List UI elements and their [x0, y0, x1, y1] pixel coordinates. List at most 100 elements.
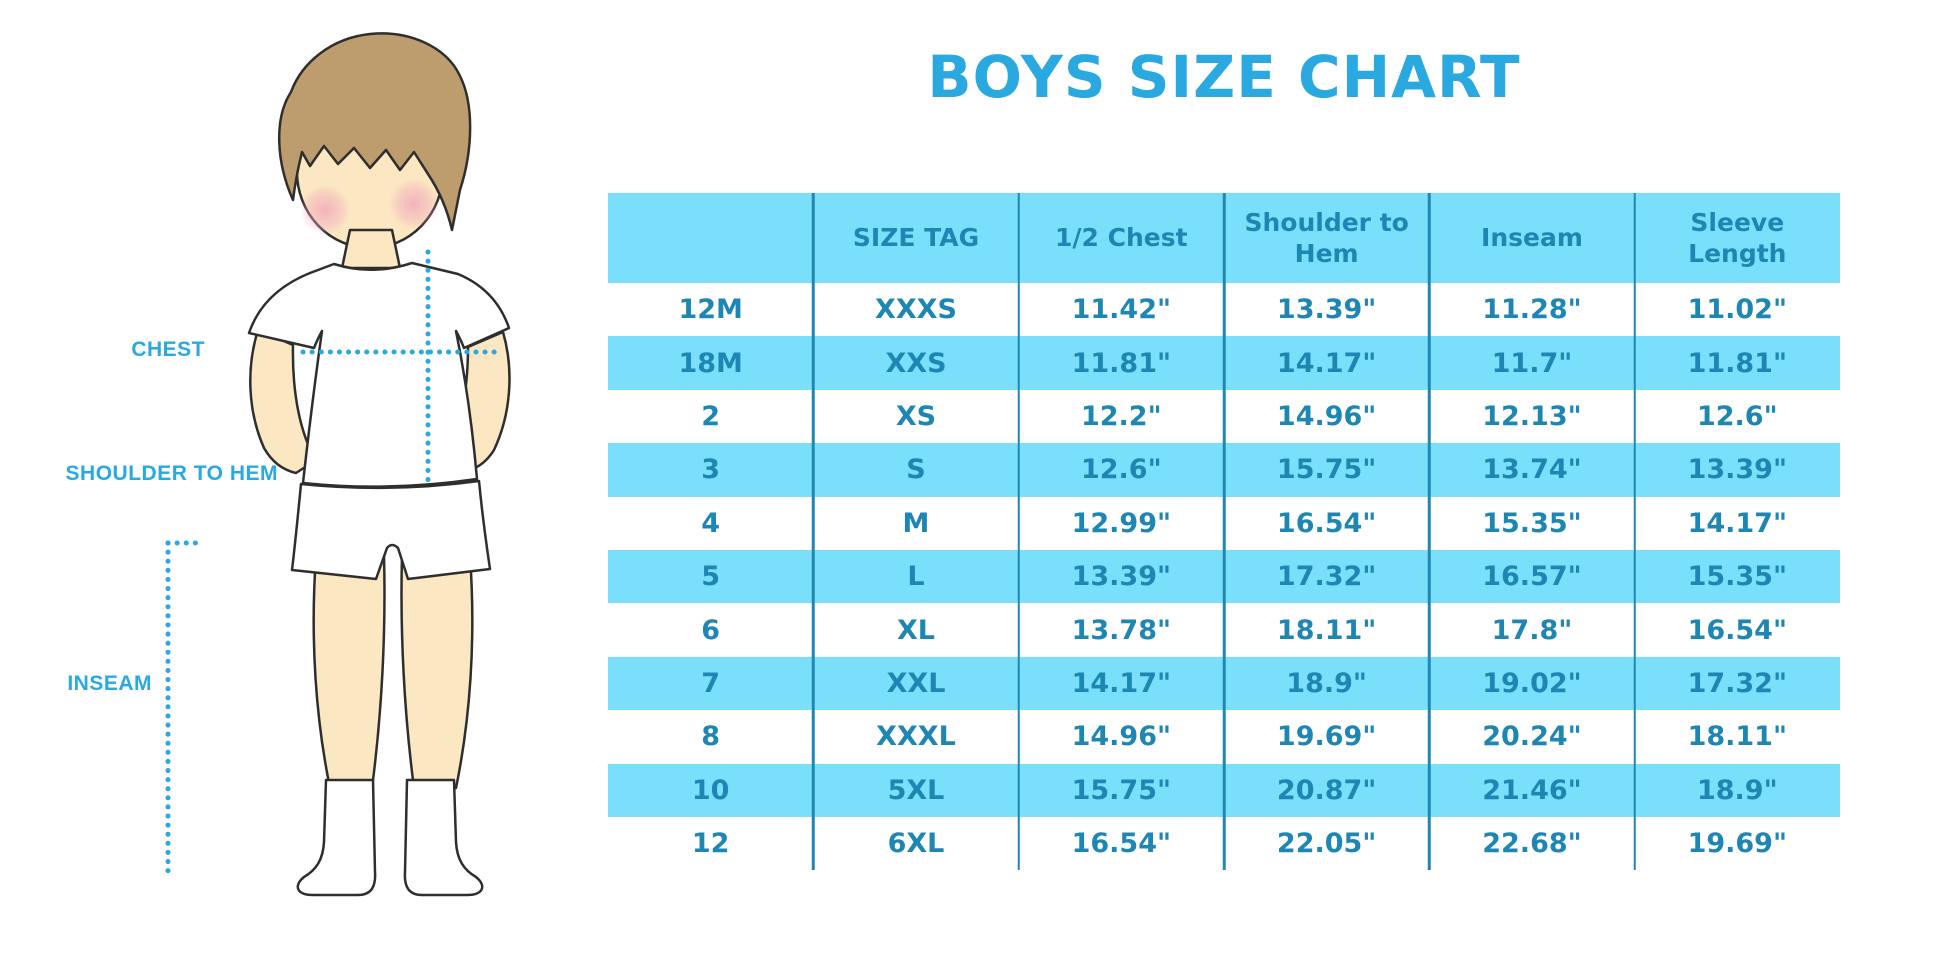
value-cell: 6XL [887, 828, 945, 860]
table-body: 12M XXXS 11.42" 13.39" 11.28" 11.02" 18M XXS 11.… [608, 283, 1840, 870]
header-cell: SIZE TAG [852, 223, 980, 253]
value-cell: 11.81" [1071, 347, 1172, 379]
size-cell: 4 [701, 507, 721, 539]
value-cell: XXXS [875, 294, 957, 326]
table-row: 10 5XL 15.75" 20.87" 21.46" 18.9" [608, 763, 1840, 817]
size-cell: 5 [701, 561, 721, 593]
left-leg [312, 554, 386, 790]
table-row: 8 XXXL 14.96" 19.69" 20.24" 18.11" [608, 710, 1840, 763]
size-cell: 10 [691, 774, 730, 806]
size-cell: 8 [701, 721, 721, 753]
value-cell: 12.13" [1482, 400, 1582, 432]
value-cell: 22.05" [1276, 828, 1377, 860]
value-cell: 15.75" [1071, 774, 1172, 806]
header-cell: 1/2 Chest [1055, 223, 1188, 253]
value-cell: XL [896, 614, 935, 646]
shoulder-to-hem-label: SHOULDER TO HEM [65, 462, 278, 485]
value-cell: 13.74" [1482, 454, 1582, 486]
value-cell: 13.39" [1687, 454, 1788, 486]
table-row: 7 XXL 14.17" 18.9" 19.02" 17.32" [608, 656, 1840, 711]
size-cell: 12M [678, 294, 743, 326]
left-sock [296, 778, 377, 897]
value-cell: 14.17" [1276, 347, 1377, 379]
value-cell: 11.81" [1687, 347, 1788, 379]
value-cell: 18.11" [1687, 721, 1788, 753]
size-cell: 12 [691, 828, 730, 860]
value-cell: 16.54" [1071, 828, 1172, 860]
value-cell: 11.28" [1482, 294, 1582, 326]
value-cell: 5XL [887, 774, 945, 806]
chest-label: CHEST [131, 338, 205, 361]
value-cell: 19.69" [1276, 721, 1377, 753]
value-cell: 15.35" [1687, 561, 1788, 593]
header-cell: Sleeve Length [1688, 207, 1787, 268]
inseam-label: INSEAM [67, 672, 152, 695]
value-cell: 17.32" [1276, 561, 1377, 593]
size-cell: 3 [701, 454, 721, 486]
table-row: 3 S 12.6" 15.75" 13.74" 13.39" [608, 443, 1840, 497]
table-row: 4 M 12.99" 16.54" 15.35" 14.17" [608, 497, 1840, 550]
value-cell: 18.9" [1286, 667, 1367, 699]
value-cell: 11.7" [1491, 347, 1573, 379]
header-cell: Inseam [1481, 223, 1583, 253]
table-header-row: SIZE TAG 1/2 Chest Shoulder to Hem Inseam Sl… [608, 193, 1840, 283]
value-cell: 13.39" [1276, 294, 1377, 326]
value-cell: XS [895, 400, 937, 432]
left-arm [249, 328, 318, 475]
value-cell: 18.11" [1276, 614, 1377, 646]
value-cell: 11.02" [1687, 294, 1788, 326]
right-cheek [389, 179, 439, 229]
table-row: 2 XS 12.2" 14.96" 12.13" 12.6" [608, 390, 1840, 443]
neck [340, 228, 402, 270]
value-cell: 22.68" [1482, 828, 1582, 860]
value-cell: 19.02" [1482, 667, 1582, 699]
value-cell: 12.6" [1696, 400, 1778, 432]
size-cell: 18M [678, 347, 743, 379]
left-cheek [300, 185, 350, 235]
value-cell: XXXL [876, 721, 956, 753]
header-cell-empty [608, 193, 813, 283]
value-cell: 17.32" [1687, 667, 1788, 699]
value-cell: 20.24" [1482, 721, 1582, 753]
value-cell: 14.17" [1687, 507, 1788, 539]
value-cell: S [906, 454, 926, 486]
table-row: 5 L 13.39" 17.32" 16.57" 15.35" [608, 549, 1840, 604]
shorts [290, 479, 492, 581]
value-cell: 16.54" [1276, 507, 1377, 539]
value-cell: 16.54" [1687, 614, 1788, 646]
table-row: 12M XXXS 11.42" 13.39" 11.28" 11.02" [608, 283, 1840, 336]
boy-illustration [165, 32, 511, 897]
value-cell: XXL [886, 667, 946, 699]
value-cell: 19.69" [1687, 828, 1788, 860]
value-cell: M [902, 507, 930, 539]
value-cell: XXS [885, 347, 947, 379]
table-row: 18M XXS 11.81" 14.17" 11.7" 11.81" [608, 336, 1840, 390]
right-sock [403, 778, 484, 897]
value-cell: 14.96" [1071, 721, 1172, 753]
value-cell: 20.87" [1276, 774, 1377, 806]
value-cell: 18.9" [1696, 774, 1778, 806]
table-row: 12 6XL 16.54" 22.05" 22.68" 19.69" [608, 817, 1840, 870]
hair [277, 32, 472, 232]
value-cell: 15.35" [1482, 507, 1582, 539]
size-cell: 2 [701, 400, 721, 432]
size-cell: 7 [701, 667, 721, 699]
value-cell: 21.46" [1482, 774, 1582, 806]
page-title: BOYS SIZE CHART [927, 43, 1521, 111]
t-shirt [247, 261, 511, 488]
header-cell: Shoulder to Hem [1244, 207, 1409, 268]
value-cell: 12.2" [1080, 400, 1162, 432]
value-cell: 13.78" [1071, 614, 1172, 646]
value-cell: 12.99" [1071, 507, 1172, 539]
size-cell: 6 [701, 614, 721, 646]
size-table: SIZE TAG 1/2 Chest Shoulder to Hem Inseam Sl… [608, 193, 1840, 871]
right-leg [400, 554, 474, 790]
value-cell: 12.6" [1080, 454, 1162, 486]
value-cell: 15.75" [1276, 454, 1377, 486]
value-cell: 16.57" [1482, 561, 1582, 593]
value-cell: 17.8" [1491, 614, 1573, 646]
value-cell: 11.42" [1071, 294, 1172, 326]
value-cell: L [907, 561, 925, 593]
table-row: 6 XL 13.78" 18.11" 17.8" 16.54" [608, 603, 1840, 656]
